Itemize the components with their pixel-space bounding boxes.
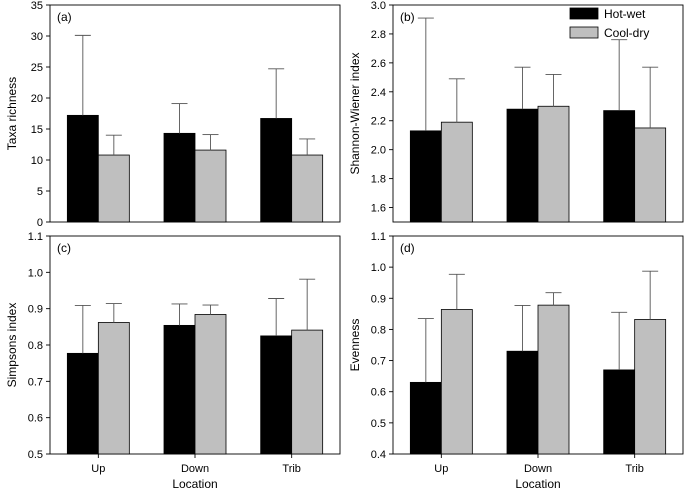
y-tick-label: 20 xyxy=(31,93,43,105)
legend: Hot-wet Cool-dry xyxy=(569,7,649,40)
bar-cool-dry-down xyxy=(537,304,570,455)
y-tick-label: 1.8 xyxy=(371,174,386,186)
bar-hot-wet-down xyxy=(506,350,539,455)
bar-cool-dry-trib xyxy=(291,329,324,455)
bar-cool-dry-trib xyxy=(634,127,667,223)
y-tick-label: 30 xyxy=(31,31,43,43)
panel-label: (b) xyxy=(400,10,415,24)
bar-cool-dry-up xyxy=(440,121,473,223)
bar-hot-wet-up xyxy=(66,114,99,223)
x-tick-label: Up xyxy=(91,463,105,475)
x-tick-label: Down xyxy=(524,463,552,475)
y-tick-label: 2.2 xyxy=(371,116,386,128)
y-tick-label: 0.6 xyxy=(28,413,43,425)
y-tick-label: 2.4 xyxy=(371,87,386,99)
y-tick-label: 0.4 xyxy=(371,449,386,461)
y-tick-label: 0.9 xyxy=(371,293,386,305)
y-axis-label: Simpsons index xyxy=(5,303,19,388)
panel-label: (d) xyxy=(400,241,415,255)
y-tick-label: 35 xyxy=(31,0,43,12)
x-axis-label: Location xyxy=(515,477,560,491)
bar-cool-dry-down xyxy=(194,149,227,223)
x-tick-label: Down xyxy=(181,463,209,475)
panel-4: 0.4 0.5 0.6 0.7 0.8 0.9 1.0 1.1 Up Down Trib (d) Eve… xyxy=(348,231,684,491)
panel-1: 0 5 10 15 20 25 30 35 (a) Taxa richness xyxy=(5,0,341,229)
y-tick-label: 0.8 xyxy=(371,324,386,336)
y-tick-label: 3.0 xyxy=(371,0,386,12)
x-tick-label: Up xyxy=(434,463,448,475)
bar-cool-dry-down xyxy=(537,105,570,223)
y-tick-label: 0.8 xyxy=(28,340,43,352)
bar-hot-wet-trib xyxy=(260,335,293,455)
bar-hot-wet-down xyxy=(506,108,539,223)
y-tick-label: 0.9 xyxy=(28,304,43,316)
bar-cool-dry-trib xyxy=(291,154,324,223)
legend-label-hot-wet: Hot-wet xyxy=(604,7,646,21)
y-axis-label: Taxa richness xyxy=(5,77,19,150)
y-tick-label: 0 xyxy=(37,217,43,229)
y-tick-label: 1.1 xyxy=(371,231,386,243)
legend-swatch-hot-wet xyxy=(569,7,599,20)
bar-hot-wet-trib xyxy=(603,369,636,455)
y-tick-label: 0.7 xyxy=(28,376,43,388)
y-tick-label: 25 xyxy=(31,62,43,74)
y-tick-label: 1.1 xyxy=(28,231,43,243)
y-tick-label: 10 xyxy=(31,155,43,167)
bar-cool-dry-up xyxy=(97,154,130,223)
bar-hot-wet-up xyxy=(409,381,442,455)
bar-hot-wet-trib xyxy=(603,110,636,223)
bar-cool-dry-down xyxy=(194,314,227,455)
y-tick-label: 1.0 xyxy=(371,262,386,274)
y-tick-label: 5 xyxy=(37,186,43,198)
x-tick-label: Trib xyxy=(625,463,644,475)
y-tick-label: 2.0 xyxy=(371,145,386,157)
y-tick-label: 0.5 xyxy=(371,418,386,430)
y-tick-label: 15 xyxy=(31,124,43,136)
bar-hot-wet-down xyxy=(163,132,196,223)
y-tick-label: 0.7 xyxy=(371,356,386,368)
y-tick-label: 1.6 xyxy=(371,203,386,215)
bar-hot-wet-up xyxy=(66,352,99,455)
bar-hot-wet-down xyxy=(163,324,196,455)
x-axis-label: Location xyxy=(172,477,217,491)
y-axis-label: Evenness xyxy=(348,319,362,372)
x-tick-label: Trib xyxy=(282,463,301,475)
y-tick-label: 1.0 xyxy=(28,267,43,279)
bar-cool-dry-up xyxy=(97,322,130,455)
bar-hot-wet-up xyxy=(409,130,442,223)
bar-cool-dry-trib xyxy=(634,319,667,455)
panel-label: (a) xyxy=(57,10,72,24)
y-tick-label: 2.6 xyxy=(371,58,386,70)
chart-panels: 0 5 10 15 20 25 30 35 (a) Taxa richness 1.6 1.8 2.0 2… xyxy=(5,0,684,491)
bar-cool-dry-up xyxy=(440,309,473,455)
bar-hot-wet-trib xyxy=(260,118,293,223)
y-tick-label: 0.6 xyxy=(371,387,386,399)
y-axis-label: Shannon-Wiener index xyxy=(348,52,362,174)
legend-swatch-cool-dry xyxy=(569,26,599,39)
panel-3: 0.5 0.6 0.7 0.8 0.9 1.0 1.1 Up Down Trib (c) Simpso… xyxy=(5,231,341,491)
panel-2: 1.6 1.8 2.0 2.2 2.4 2.6 2.8 3.0 (b) Shannon-Wiene… xyxy=(348,0,684,223)
legend-label-cool-dry: Cool-dry xyxy=(604,26,649,40)
y-tick-label: 0.5 xyxy=(28,449,43,461)
panel-label: (c) xyxy=(57,241,71,255)
y-tick-label: 2.8 xyxy=(371,29,386,41)
